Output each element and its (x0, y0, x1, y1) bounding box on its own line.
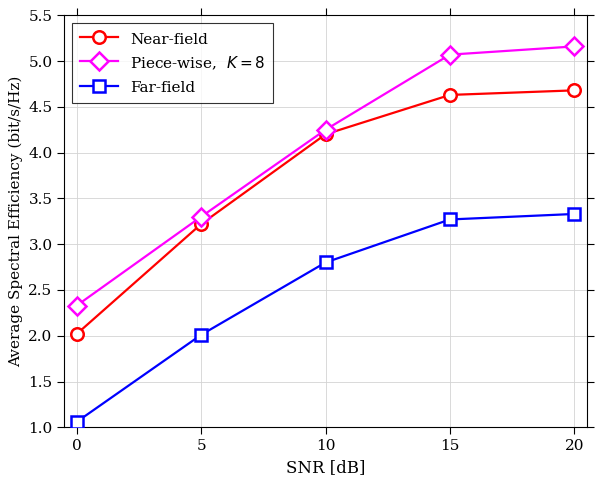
Far-field (571, 211, 578, 217)
Near-field (446, 92, 453, 98)
Far-field (446, 216, 453, 222)
Near-field (322, 131, 329, 137)
Legend: Near-field, Piece-wise,  $K = 8$, Far-field: Near-field, Piece-wise, $K = 8$, Far-fie… (72, 23, 273, 103)
Piece-wise,  $K = 8$ (322, 127, 329, 133)
Near-field (571, 88, 578, 93)
Piece-wise,  $K = 8$ (571, 44, 578, 49)
Near-field (73, 331, 81, 337)
Piece-wise,  $K = 8$ (73, 302, 81, 308)
Line: Piece-wise,  $K = 8$: Piece-wise, $K = 8$ (70, 40, 580, 312)
Far-field (73, 419, 81, 425)
Far-field (197, 332, 205, 338)
Piece-wise,  $K = 8$ (446, 52, 453, 58)
Line: Near-field: Near-field (70, 84, 580, 340)
Far-field (322, 259, 329, 265)
Piece-wise,  $K = 8$ (197, 214, 205, 220)
X-axis label: SNR [dB]: SNR [dB] (286, 459, 365, 476)
Near-field (197, 221, 205, 227)
Line: Far-field: Far-field (70, 208, 580, 428)
Y-axis label: Average Spectral Efficiency (bit/s/Hz): Average Spectral Efficiency (bit/s/Hz) (8, 76, 23, 367)
